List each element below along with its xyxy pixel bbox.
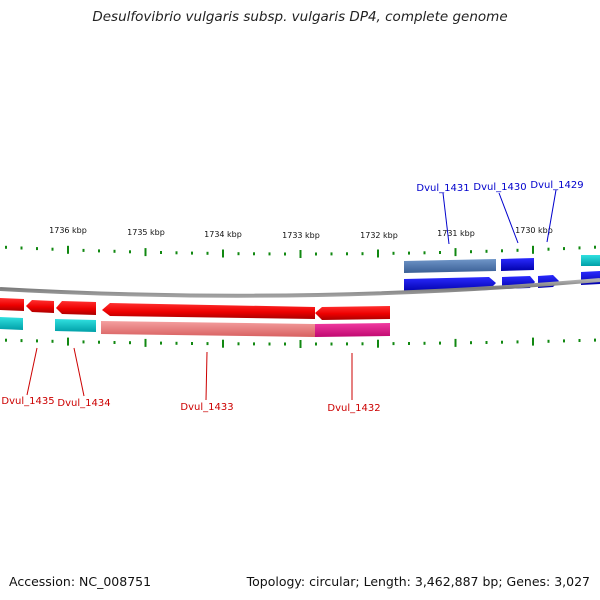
cds-arrow-dvul-1432 <box>315 306 390 320</box>
gene-feature-dvul-1433 <box>101 321 315 337</box>
cds-arrow-left-2 <box>26 300 54 313</box>
feature-cyan-dvul-1434 <box>55 319 96 332</box>
reverse-features <box>0 298 390 337</box>
genome-backbone <box>0 278 600 298</box>
gene-label-dvul-1429[interactable]: Dvul_1429 <box>530 180 583 191</box>
gene-label-dvul-1433[interactable]: Dvul_1433 <box>180 402 233 413</box>
leader-dvul-1433 <box>205 351 208 401</box>
map-title: Desulfovibrio vulgaris subsp. vulgaris D… <box>92 9 508 25</box>
scale-label-1732: 1732 kbp <box>360 231 398 240</box>
footer-accession: Accession: NC_008751 <box>9 574 152 589</box>
scale-label-1730: 1730 kbp <box>515 226 553 235</box>
gene-label-dvul-1435[interactable]: Dvul_1435 <box>1 396 54 407</box>
gene-feature-dvul-1430 <box>501 258 534 271</box>
footer-topology: Topology: circular; Length: 3,462,887 bp… <box>246 574 590 589</box>
leader-dvul-1435 <box>26 347 38 396</box>
feature-cyan-edge-top <box>581 255 600 266</box>
label-leaders <box>26 189 557 401</box>
scale-label-1731: 1731 kbp <box>437 229 475 238</box>
scale-ticks-bottom <box>5 337 596 348</box>
scale-label-1736: 1736 kbp <box>49 226 87 235</box>
gene-label-dvul-1431[interactable]: Dvul_1431 <box>416 183 469 194</box>
leader-dvul-1429 <box>546 189 557 243</box>
scale-label-1733: 1733 kbp <box>282 231 320 240</box>
gene-label-dvul-1434[interactable]: Dvul_1434 <box>57 398 110 409</box>
scale-label-1734: 1734 kbp <box>204 230 242 239</box>
cds-arrow-dvul-1434 <box>56 301 96 315</box>
feature-cyan-edge-bottom <box>0 317 23 330</box>
scale-ticks-top <box>5 245 596 258</box>
gene-label-dvul-1430[interactable]: Dvul_1430 <box>473 182 526 193</box>
leader-dvul-1434 <box>73 347 85 397</box>
gene-label-dvul-1432[interactable]: Dvul_1432 <box>327 403 380 414</box>
leader-dvul-1431 <box>442 192 450 245</box>
cds-arrow-dvul-1433 <box>102 303 315 319</box>
gene-feature-dvul-1432 <box>315 323 390 337</box>
cds-arrow-dvul-1435 <box>0 298 24 311</box>
leader-dvul-1430 <box>498 192 519 244</box>
scale-label-1735: 1735 kbp <box>127 228 165 237</box>
gene-feature-dvul-1431 <box>404 259 496 273</box>
